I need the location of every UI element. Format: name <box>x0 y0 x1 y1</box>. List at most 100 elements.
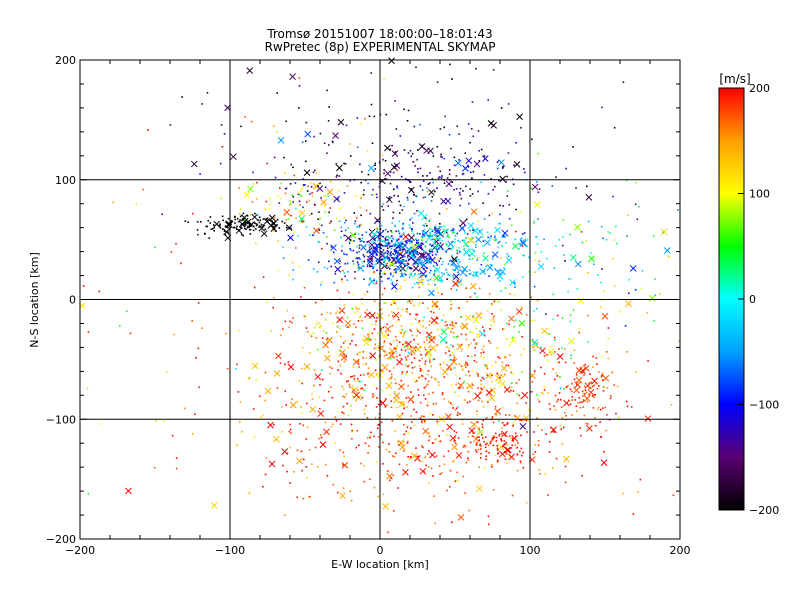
data-point-cross <box>450 358 458 366</box>
data-point <box>473 250 476 252</box>
data-point <box>389 254 391 257</box>
data-point <box>242 219 245 221</box>
data-point <box>405 270 407 272</box>
data-point <box>362 189 365 192</box>
data-point <box>308 214 311 217</box>
data-point <box>454 409 457 411</box>
data-point <box>409 302 412 304</box>
data-point <box>500 309 503 312</box>
data-point <box>392 211 395 214</box>
data-point <box>426 187 428 189</box>
data-point <box>393 245 395 247</box>
data-point <box>252 171 254 174</box>
data-point <box>321 369 323 371</box>
data-point-cross <box>574 223 581 231</box>
data-point <box>496 167 499 170</box>
data-point-cross <box>190 160 198 168</box>
data-point <box>452 336 455 339</box>
data-point <box>449 368 452 371</box>
data-point <box>427 335 429 338</box>
data-point <box>506 462 508 464</box>
data-point-cross <box>428 336 435 344</box>
data-point <box>413 408 415 411</box>
data-point <box>351 340 353 342</box>
data-point <box>519 460 522 463</box>
data-point <box>448 247 450 250</box>
data-point <box>373 347 376 350</box>
data-point <box>438 440 441 443</box>
data-point <box>452 345 454 348</box>
data-point <box>452 324 454 327</box>
data-point <box>379 270 382 273</box>
data-point <box>428 439 430 442</box>
data-point <box>514 415 517 417</box>
data-point <box>478 333 481 336</box>
data-point <box>599 281 602 284</box>
data-point <box>389 182 392 185</box>
data-point <box>446 271 448 274</box>
data-point <box>508 344 511 346</box>
data-point <box>396 256 399 259</box>
data-point <box>330 220 332 223</box>
data-point <box>485 416 488 419</box>
data-point <box>514 319 517 321</box>
data-point <box>402 232 405 234</box>
data-point <box>573 349 576 352</box>
data-point <box>378 417 380 420</box>
data-point <box>403 205 405 208</box>
data-point <box>348 291 350 294</box>
data-point <box>462 190 464 192</box>
data-point <box>389 237 392 239</box>
data-point <box>347 380 349 382</box>
data-point <box>423 228 426 231</box>
data-point <box>386 238 389 241</box>
data-point <box>522 254 524 257</box>
data-point-cross <box>281 448 289 455</box>
data-point <box>196 220 199 223</box>
data-point <box>406 371 408 373</box>
data-point <box>293 231 295 234</box>
data-point <box>386 245 388 247</box>
data-point <box>361 298 363 300</box>
data-point <box>561 317 564 319</box>
data-point <box>455 175 458 177</box>
data-point <box>368 284 370 286</box>
data-point <box>299 204 301 206</box>
data-point <box>240 233 243 236</box>
data-point <box>219 226 222 229</box>
data-point <box>400 401 403 404</box>
data-point <box>401 209 404 211</box>
data-point <box>414 262 416 265</box>
data-point-cross <box>385 382 393 390</box>
data-point <box>458 307 460 309</box>
data-point <box>392 339 395 342</box>
data-point-cross <box>304 130 312 138</box>
data-point <box>475 372 478 374</box>
data-point <box>290 163 293 166</box>
data-point <box>357 380 360 382</box>
data-point <box>300 221 302 224</box>
data-point <box>361 194 363 196</box>
data-point <box>246 226 249 229</box>
data-point <box>343 162 345 165</box>
data-point <box>464 232 466 234</box>
data-point <box>407 456 409 458</box>
data-point <box>422 196 425 199</box>
data-point <box>278 227 281 229</box>
data-point-cross <box>417 278 424 286</box>
data-point <box>318 241 321 244</box>
data-point <box>497 300 500 303</box>
data-point <box>366 241 368 243</box>
data-point <box>336 491 339 494</box>
data-point-cross <box>472 435 480 443</box>
data-point <box>520 461 522 464</box>
data-point <box>363 293 366 296</box>
data-point <box>520 354 522 356</box>
data-point <box>320 313 323 316</box>
data-point <box>390 171 392 173</box>
data-point-cross <box>268 214 276 222</box>
data-point <box>359 387 362 390</box>
data-point <box>634 371 637 373</box>
data-point <box>564 481 567 484</box>
